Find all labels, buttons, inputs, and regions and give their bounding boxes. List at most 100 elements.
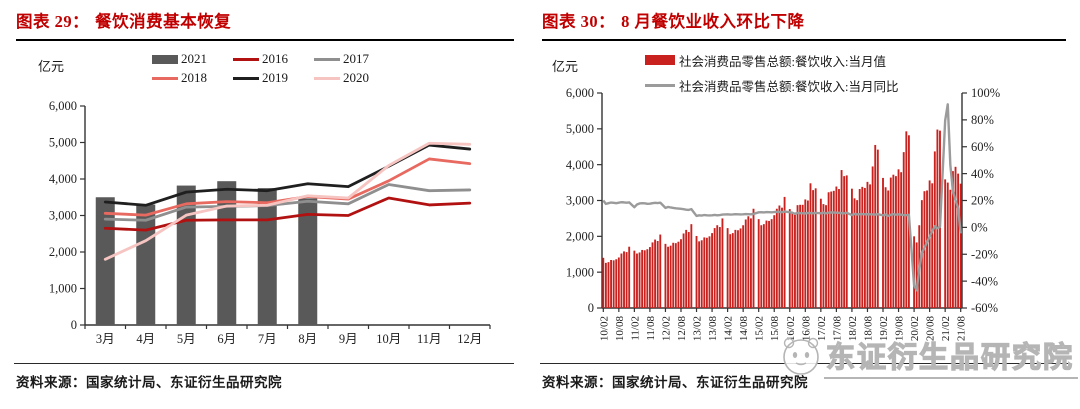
left-footer-rule: [14, 363, 514, 364]
bar-month: [716, 225, 719, 308]
left-chart-title: 图表 29： 餐饮消费基本恢复: [16, 8, 514, 41]
bar-month: [752, 208, 755, 308]
legend-item-2021: 2021: [152, 51, 233, 67]
bar-month: [812, 190, 815, 308]
x-tick-label: 4月: [136, 332, 155, 346]
bar-month: [610, 259, 612, 308]
bar-month: [915, 242, 918, 308]
x-tick-label: 11/02: [629, 316, 641, 341]
bar-month: [768, 220, 770, 308]
y-tick-label: 0: [71, 318, 77, 332]
bar-month: [648, 247, 651, 308]
x-tick-label: 16/02: [785, 316, 797, 341]
bar-month: [636, 253, 638, 308]
bar-month: [856, 200, 859, 308]
bar-month: [773, 215, 776, 308]
bar-month: [700, 240, 703, 308]
bar-month: [949, 189, 952, 308]
bar-month: [744, 219, 747, 308]
x-tick-label: 3月: [96, 332, 115, 346]
x-tick-label: 9月: [339, 332, 358, 346]
left-y-tick-label: 0: [588, 301, 594, 315]
legend-swatch-2021: [152, 54, 178, 64]
x-tick-label: 10/02: [598, 316, 610, 341]
legend-label-2019: 2019: [262, 70, 288, 85]
series-line-2020: [103, 141, 472, 261]
bar-month: [926, 190, 928, 308]
bar-month: [672, 242, 675, 308]
bar-month: [757, 219, 760, 308]
bar-month: [853, 198, 856, 308]
bar-month: [760, 225, 763, 308]
bar-month: [952, 171, 954, 308]
bar-month: [905, 131, 908, 308]
x-tick-label: 17/02: [816, 316, 828, 341]
bar-month: [895, 176, 897, 308]
y-tick-label: 1,000: [49, 282, 77, 296]
left-y-tick-label: 5,000: [566, 122, 594, 136]
x-tick-label: 8月: [298, 332, 317, 346]
bar-month: [781, 207, 783, 308]
bar-month: [690, 224, 693, 308]
bar-month: [954, 166, 957, 308]
bar-month: [731, 233, 734, 308]
legend-item-2016: 2016: [233, 51, 314, 67]
y-tick-label: 6,000: [49, 99, 77, 113]
left-source-text: 资料来源：国家统计局、东证衍生品研究院: [16, 375, 282, 390]
legend-swatch-yoy: [645, 83, 675, 87]
bar-month: [944, 179, 947, 308]
bar-month: [809, 183, 812, 308]
bar-month: [749, 218, 752, 308]
bar-month: [674, 243, 677, 308]
bar-month: [869, 184, 871, 308]
x-tick-label: 15/02: [754, 316, 766, 341]
bar-month: [819, 198, 822, 308]
legend-label-2020: 2020: [343, 70, 369, 85]
bar-month: [612, 260, 615, 308]
legend-item-yoy: 社会消费品零售总额:餐饮收入:当月同比: [645, 77, 898, 94]
x-tick-label: 10/08: [614, 316, 626, 342]
left-y-tick-label: 2,000: [566, 230, 594, 244]
bar-2021: [298, 198, 318, 325]
bar-month: [794, 214, 796, 308]
bar-2021: [95, 197, 115, 325]
x-tick-label: 14/08: [738, 316, 750, 342]
bar-month: [876, 149, 879, 308]
y-tick-label: 4,000: [49, 172, 77, 186]
bar-month: [747, 216, 750, 308]
left-chart-legend: 2021 2016 2017 2018 2019 2020: [152, 51, 395, 86]
bar-month: [902, 152, 905, 308]
legend-label-monthly-value: 社会消费品零售总额:餐饮收入:当月值: [679, 54, 886, 69]
bar-month: [928, 180, 931, 308]
bar-month: [729, 234, 732, 308]
y-tick-label: 2,000: [49, 245, 77, 259]
bar-month: [698, 241, 701, 308]
bar-month: [695, 235, 698, 308]
x-tick-label: 21/08: [956, 316, 968, 342]
bar-month: [654, 239, 657, 308]
bar-month: [703, 237, 706, 308]
x-tick-label: 5月: [177, 332, 196, 346]
x-tick-label: 14/02: [723, 316, 735, 341]
right-chart-legend: 社会消费品零售总额:餐饮收入:当月值 社会消费品零售总额:餐饮收入:当月同比: [645, 52, 898, 94]
legend-item-2019: 2019: [233, 70, 314, 86]
bar-month: [641, 249, 644, 308]
bar-month: [721, 218, 724, 308]
bar-month: [651, 242, 654, 308]
x-tick-label: 19/02: [878, 316, 890, 341]
x-tick-label: 18/02: [847, 316, 859, 341]
catering-revenue-yoy-chart: 0 1,000 2,000 3,000 4,000 5,000 6,000 -60% -40% -…: [566, 86, 1000, 342]
bar-month: [882, 177, 884, 308]
x-tick-label: 18/08: [862, 316, 874, 342]
x-tick-label: 11月: [417, 332, 442, 346]
x-tick-label: 12/02: [660, 316, 672, 341]
bar-month: [762, 224, 765, 308]
bar-month: [726, 228, 729, 308]
x-tick-label: 7月: [258, 332, 277, 346]
legend-item-2018: 2018: [152, 70, 233, 86]
bar-month: [734, 229, 737, 308]
bar-month: [835, 186, 838, 308]
legend-item-2017: 2017: [314, 51, 395, 67]
bar-month: [680, 239, 682, 308]
right-footer-rule: [540, 363, 1068, 364]
